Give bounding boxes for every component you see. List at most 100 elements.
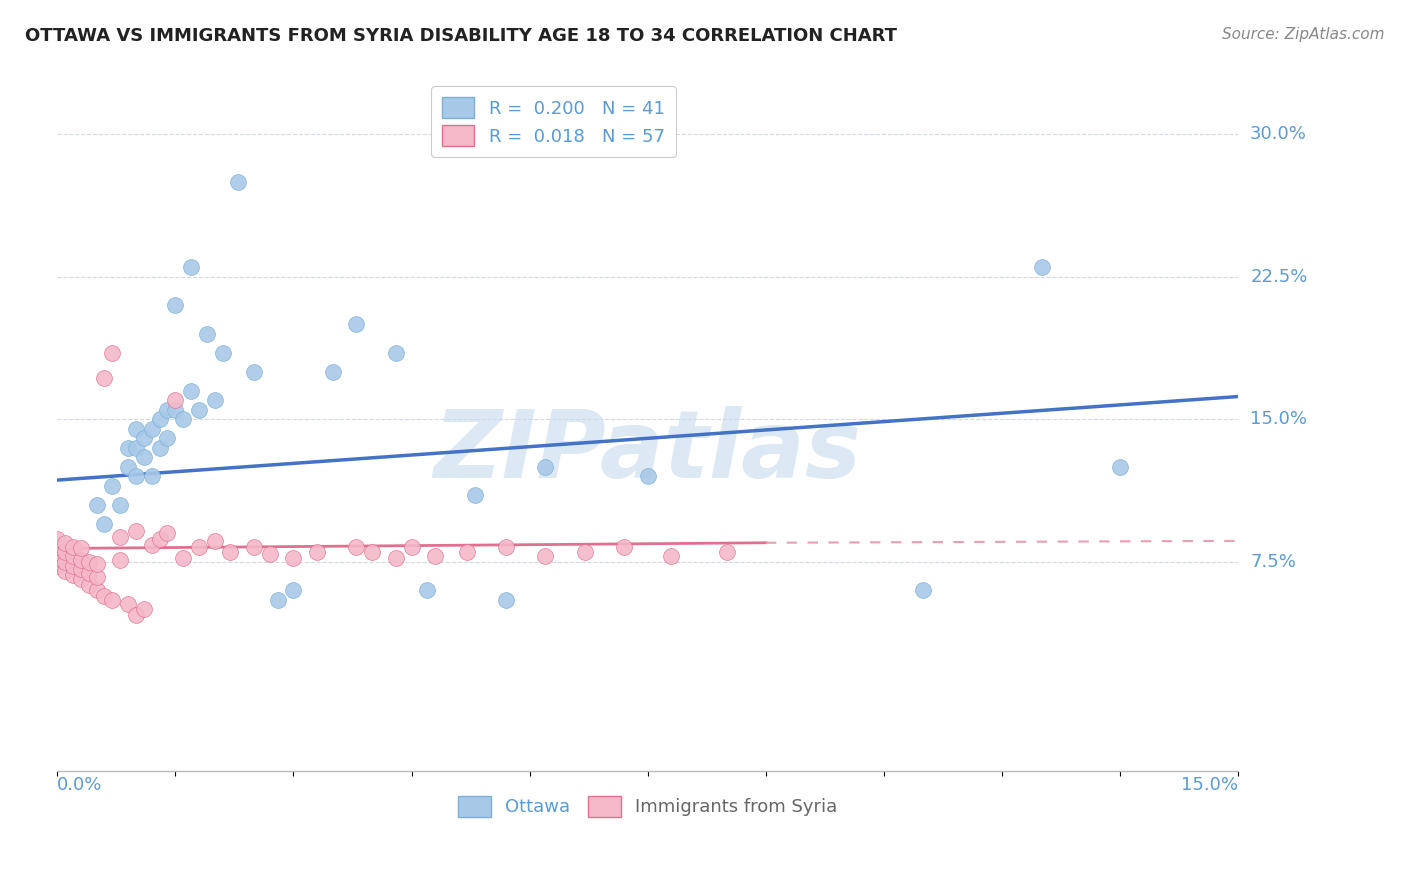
- Point: [101, 346, 124, 360]
- Point: [156, 526, 179, 541]
- Text: 15.0%: 15.0%: [1181, 776, 1239, 795]
- Point: [53, 535, 76, 549]
- Point: [69, 553, 91, 567]
- Point: [108, 553, 131, 567]
- Point: [148, 532, 170, 546]
- Point: [125, 422, 148, 436]
- Point: [86, 498, 108, 512]
- Text: 30.0%: 30.0%: [1250, 126, 1308, 144]
- Point: [344, 540, 367, 554]
- Point: [69, 541, 91, 556]
- Point: [46, 551, 69, 566]
- Point: [456, 545, 478, 559]
- Point: [141, 538, 163, 552]
- Point: [77, 577, 100, 591]
- Point: [1109, 459, 1132, 474]
- Point: [219, 545, 242, 559]
- Point: [384, 551, 406, 566]
- Point: [69, 562, 91, 576]
- Point: [141, 422, 163, 436]
- Text: 7.5%: 7.5%: [1250, 553, 1296, 571]
- Point: [416, 583, 439, 598]
- Point: [165, 393, 187, 408]
- Text: 22.5%: 22.5%: [1250, 268, 1308, 285]
- Point: [141, 469, 163, 483]
- Point: [117, 441, 139, 455]
- Point: [495, 540, 517, 554]
- Point: [716, 545, 738, 559]
- Point: [226, 175, 249, 189]
- Point: [283, 583, 305, 598]
- Point: [912, 583, 935, 598]
- Point: [266, 592, 288, 607]
- Point: [62, 558, 84, 573]
- Text: ZIPatlas: ZIPatlas: [433, 406, 862, 498]
- Point: [172, 412, 194, 426]
- Point: [125, 469, 148, 483]
- Point: [117, 597, 139, 611]
- Point: [86, 570, 108, 584]
- Point: [259, 547, 281, 561]
- Point: [180, 384, 202, 398]
- Point: [180, 260, 202, 275]
- Point: [132, 450, 155, 465]
- Text: Source: ZipAtlas.com: Source: ZipAtlas.com: [1222, 27, 1385, 42]
- Point: [93, 370, 115, 384]
- Point: [53, 545, 76, 559]
- Point: [86, 583, 108, 598]
- Point: [46, 540, 69, 554]
- Point: [165, 298, 187, 312]
- Text: 0.0%: 0.0%: [58, 776, 103, 795]
- Point: [534, 459, 557, 474]
- Point: [86, 557, 108, 571]
- Point: [305, 545, 328, 559]
- Point: [211, 346, 233, 360]
- Point: [108, 498, 131, 512]
- Point: [69, 572, 91, 586]
- Point: [108, 530, 131, 544]
- Point: [77, 566, 100, 581]
- Point: [637, 469, 659, 483]
- Point: [117, 459, 139, 474]
- Point: [156, 431, 179, 445]
- Point: [322, 365, 344, 379]
- Point: [125, 607, 148, 622]
- Point: [425, 549, 447, 563]
- Legend: Ottawa, Immigrants from Syria: Ottawa, Immigrants from Syria: [451, 789, 845, 824]
- Point: [53, 564, 76, 578]
- Point: [125, 524, 148, 539]
- Text: OTTAWA VS IMMIGRANTS FROM SYRIA DISABILITY AGE 18 TO 34 CORRELATION CHART: OTTAWA VS IMMIGRANTS FROM SYRIA DISABILI…: [25, 27, 897, 45]
- Point: [132, 602, 155, 616]
- Point: [101, 479, 124, 493]
- Point: [464, 488, 486, 502]
- Point: [243, 540, 266, 554]
- Point: [574, 545, 596, 559]
- Point: [204, 533, 226, 548]
- Point: [172, 551, 194, 566]
- Point: [165, 402, 187, 417]
- Point: [401, 540, 423, 554]
- Point: [62, 568, 84, 582]
- Point: [187, 402, 209, 417]
- Point: [46, 558, 69, 573]
- Point: [46, 545, 69, 559]
- Point: [62, 549, 84, 563]
- Point: [125, 441, 148, 455]
- Point: [148, 412, 170, 426]
- Point: [53, 555, 76, 569]
- Point: [613, 540, 636, 554]
- Point: [361, 545, 384, 559]
- Point: [101, 592, 124, 607]
- Text: 15.0%: 15.0%: [1250, 410, 1308, 428]
- Point: [148, 441, 170, 455]
- Point: [283, 551, 305, 566]
- Point: [344, 318, 367, 332]
- Point: [661, 549, 683, 563]
- Point: [93, 589, 115, 603]
- Point: [132, 431, 155, 445]
- Point: [243, 365, 266, 379]
- Point: [93, 516, 115, 531]
- Point: [187, 540, 209, 554]
- Point: [62, 540, 84, 554]
- Point: [204, 393, 226, 408]
